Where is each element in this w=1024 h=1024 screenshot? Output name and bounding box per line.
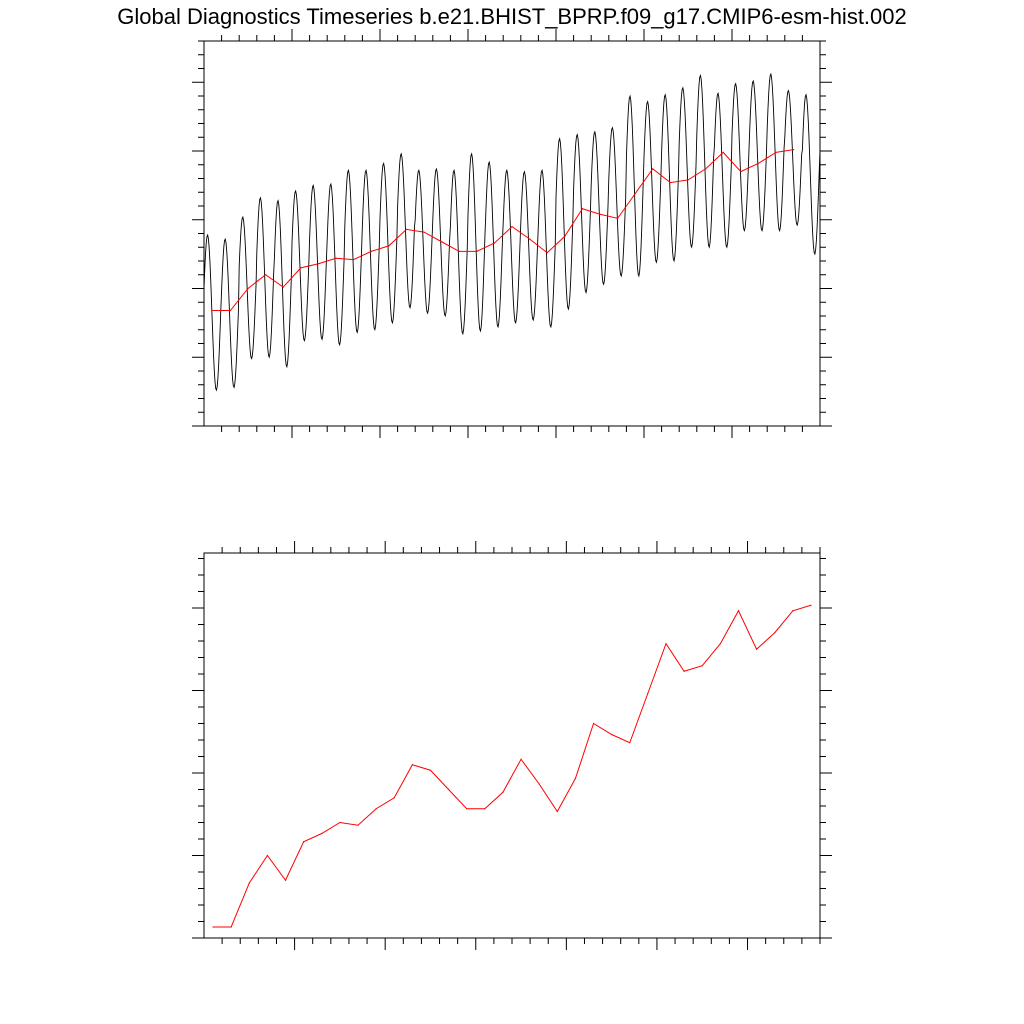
annual-mean-point <box>476 250 478 252</box>
annual-mean-point <box>546 252 548 254</box>
annual-mean-point <box>493 242 495 244</box>
figure-title: Global Diagnostics Timeseries b.e21.BHIS… <box>117 4 907 29</box>
annual-mean-point <box>466 808 468 810</box>
annual-mean-point <box>375 808 377 810</box>
annual-mean-point <box>511 226 513 228</box>
annual-mean-point <box>248 882 250 884</box>
annual-mean-point <box>629 742 631 744</box>
annual-mean-point <box>793 149 795 151</box>
annual-mean-point <box>581 208 584 210</box>
annual-mean-point <box>484 808 486 810</box>
annual-mean-point <box>529 238 531 240</box>
annual-mean-point <box>423 231 425 233</box>
annual-mean-point <box>611 733 613 736</box>
annual-mean-point <box>719 643 721 645</box>
annual-mean-point <box>592 722 595 725</box>
annual-mean-point <box>212 309 214 312</box>
annual-mean-point <box>757 162 760 164</box>
annual-mean-point <box>634 193 636 195</box>
annual-mean-point <box>701 665 703 667</box>
annual-mean-point <box>502 791 504 793</box>
annual-mean-point <box>357 824 359 826</box>
annual-mean-point <box>441 241 443 243</box>
annual-mean-point <box>388 245 390 247</box>
annual-mean-point <box>247 287 249 290</box>
annual-mean-point <box>647 692 649 694</box>
annual-mean-point <box>556 810 558 813</box>
annual-mean-point <box>411 764 413 766</box>
annual-mean-point <box>353 259 355 261</box>
annual-mean-point <box>775 151 777 153</box>
annual-mean-point <box>429 769 432 771</box>
annual-mean-point <box>339 821 341 824</box>
annual-mean-point <box>564 235 566 237</box>
annual-mean-point <box>737 610 740 612</box>
annual-mean-point <box>282 286 284 288</box>
bottom-panel-annual-mean <box>192 541 832 950</box>
annual-mean-point <box>755 648 758 650</box>
top-panel-monthly-and-annual <box>192 29 832 438</box>
annual-mean-point <box>520 758 522 760</box>
annual-mean-point <box>458 250 460 252</box>
annual-mean-point <box>669 182 672 184</box>
annual-mean-point <box>265 274 267 276</box>
monthly-temp-line <box>203 72 821 392</box>
annual-mean-point <box>370 250 372 252</box>
plot-frame <box>203 552 821 939</box>
annual-mean-point <box>705 168 707 170</box>
annual-mean-point <box>300 267 302 269</box>
annual-mean-point <box>722 151 724 153</box>
annual-mean-point <box>665 643 667 645</box>
annual-mean-point <box>810 604 812 606</box>
annual-mean-point <box>683 670 685 672</box>
annual-mean-point <box>393 797 395 799</box>
annual-mean-point <box>335 257 337 259</box>
annual-mean-point <box>687 179 689 181</box>
annual-mean-line <box>213 604 812 928</box>
annual-mean-point <box>652 168 654 170</box>
annual-mean-point <box>321 832 323 835</box>
annual-mean-point <box>405 228 407 230</box>
annual-mean-point <box>230 926 232 928</box>
annual-mean-point <box>774 632 776 634</box>
annual-mean-point <box>284 879 287 881</box>
annual-mean-point <box>229 309 231 312</box>
annual-mean-point <box>303 841 305 843</box>
annual-mean-point <box>574 777 577 780</box>
annual-mean-line <box>212 149 794 311</box>
annual-mean-point <box>599 213 601 215</box>
plot-frame <box>203 40 821 427</box>
annual-mean-point <box>447 788 450 791</box>
annual-mean-point <box>792 610 794 612</box>
annual-mean-point <box>617 217 619 219</box>
annual-mean-point <box>266 854 269 857</box>
annual-mean-point <box>538 783 540 785</box>
annual-mean-point <box>740 171 742 173</box>
annual-mean-point <box>317 263 319 265</box>
annual-mean-point <box>212 926 214 928</box>
